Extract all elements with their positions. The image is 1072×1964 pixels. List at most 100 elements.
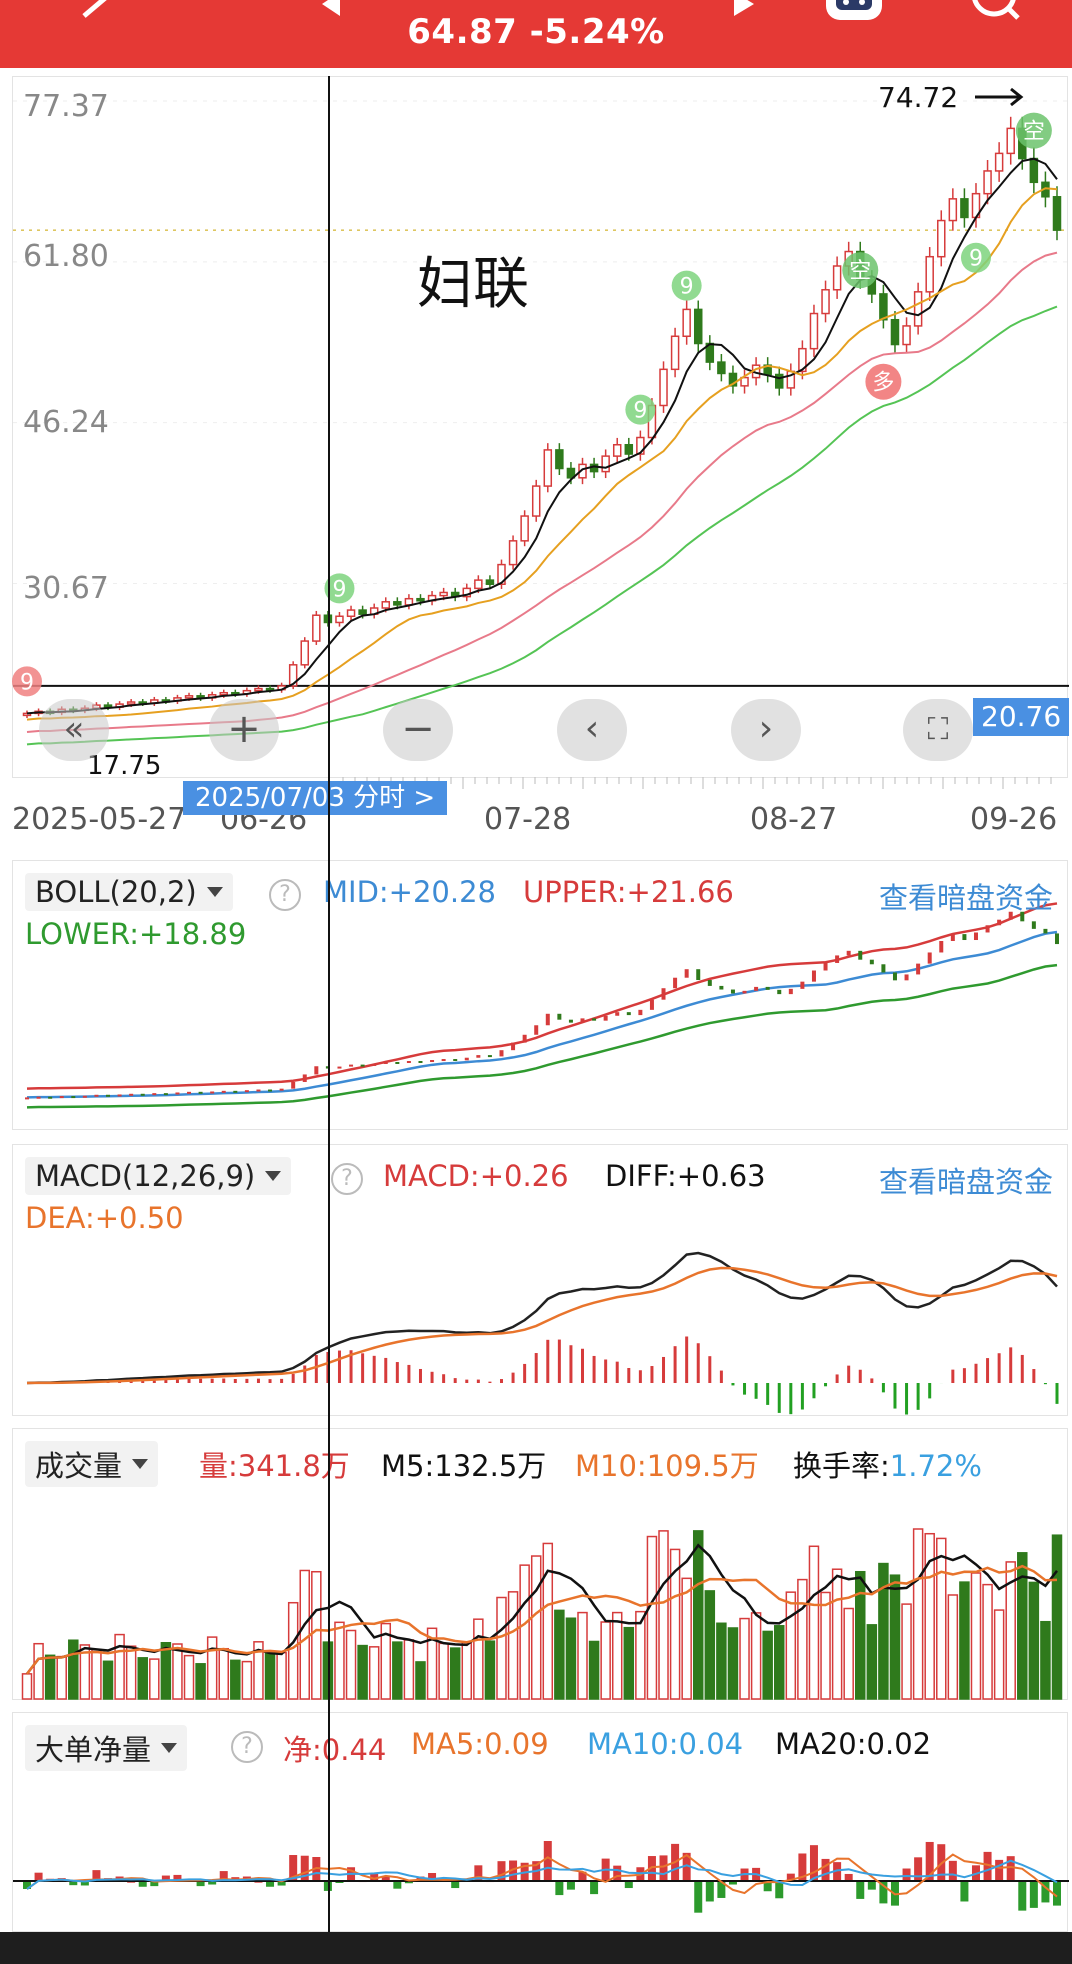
zoom-out-button[interactable]: − <box>383 699 453 761</box>
chevron-down-icon <box>206 887 223 897</box>
chevron-down-icon <box>161 1743 178 1753</box>
crosshair-date-label[interactable]: 2025/07/03 分时 > <box>183 781 448 815</box>
candle-body <box>312 614 321 642</box>
next-stock-icon[interactable] <box>720 0 780 40</box>
boll-candle <box>846 950 851 956</box>
candle-body <box>774 373 784 389</box>
net-volume-bar <box>844 1873 853 1881</box>
bigorder-panel[interactable]: 大单净量 ? 净:0.44 MA5:0.09 MA10:0.04 MA20:0.… <box>12 1712 1069 1932</box>
candle-body <box>624 443 634 455</box>
net-volume-bar <box>809 1845 818 1881</box>
volume-panel[interactable]: 成交量 量:341.8万 M5:132.5万 M10:109.5万 换手率:1.… <box>12 1428 1068 1700</box>
bigorder-indicator-select[interactable]: 大单净量 <box>25 1725 188 1771</box>
volume-bar <box>311 1570 322 1700</box>
boll-candle <box>163 1093 168 1096</box>
help-icon[interactable]: ? <box>231 1731 263 1763</box>
volume-bar <box>658 1530 669 1700</box>
scroll-right-button[interactable]: › <box>731 699 801 761</box>
help-icon[interactable]: ? <box>269 879 301 911</box>
dark-pool-link[interactable]: 查看暗盘资金 <box>878 881 1053 915</box>
search-icon[interactable] <box>960 0 1020 40</box>
net-volume-bar <box>717 1881 726 1898</box>
boll-candle <box>638 1009 643 1016</box>
boll-candle <box>892 972 897 981</box>
bottom-nav-bar[interactable] <box>0 1932 1072 1964</box>
boll-candle <box>430 1060 435 1063</box>
volume-indicator-select[interactable]: 成交量 <box>25 1441 159 1487</box>
candle-body <box>879 293 888 321</box>
ma-line-20 <box>26 251 1058 733</box>
boll-candle <box>1008 911 1013 920</box>
boll-upper-value: UPPER:+21.66 <box>523 875 734 909</box>
net-volume-bar <box>566 1881 575 1890</box>
volume-bar <box>831 1568 843 1700</box>
net-volume-bar <box>798 1853 807 1881</box>
volume-bar <box>1005 1561 1016 1700</box>
back-icon[interactable] <box>70 0 130 40</box>
boll-candle <box>464 1057 469 1061</box>
macd-panel[interactable]: MACD(12,26,9) ? MACD:+0.26 DIFF:+0.63 DE… <box>12 1144 1068 1416</box>
help-icon[interactable]: ? <box>331 1163 363 1195</box>
volume-bar <box>855 1570 866 1700</box>
candle-body <box>948 198 958 222</box>
volume-bar <box>125 1645 137 1700</box>
volume-bar <box>287 1601 299 1700</box>
ma-line-5 <box>26 157 1058 715</box>
net-ma10-line <box>26 1859 1058 1890</box>
zoom-in-button[interactable]: + <box>209 699 279 761</box>
y-tick-label: 46.24 <box>23 405 109 440</box>
volume-bar <box>924 1532 935 1700</box>
prev-stock-icon[interactable] <box>300 0 360 40</box>
macd-value: MACD:+0.26 <box>383 1159 569 1193</box>
volume-bar <box>484 1640 496 1700</box>
net-volume-bar <box>23 1881 31 1889</box>
scroll-left-fast-button[interactable]: « <box>39 699 109 761</box>
boll-indicator-select[interactable]: BOLL(20,2) <box>25 873 233 911</box>
volume-bar <box>785 1591 797 1700</box>
volume-bar <box>623 1626 635 1700</box>
candle-body <box>335 615 344 624</box>
boll-candle <box>580 1018 585 1023</box>
robot-icon[interactable] <box>820 0 882 40</box>
boll-candle <box>927 952 932 964</box>
candle-body <box>578 463 587 479</box>
net-volume-bar <box>763 1881 772 1892</box>
boll-candle <box>696 969 701 981</box>
m10-value: M10:109.5万 <box>575 1449 759 1483</box>
volume-bar <box>206 1636 218 1700</box>
boll-candle <box>25 1097 29 1100</box>
macd-indicator-select[interactable]: MACD(12,26,9) <box>25 1157 292 1195</box>
boll-candle <box>233 1090 238 1093</box>
boll-candle <box>499 1050 504 1057</box>
candle-body <box>809 312 819 350</box>
scroll-left-button[interactable]: ‹ <box>557 699 627 761</box>
fullscreen-icon[interactable]: ⛶ <box>903 699 973 761</box>
volume-bar <box>473 1618 484 1700</box>
macd-chart <box>26 1251 1059 1415</box>
net-volume-bar <box>393 1881 402 1889</box>
net-volume-bar <box>497 1861 506 1881</box>
volume-bar <box>345 1629 357 1700</box>
volume-bar <box>669 1548 681 1700</box>
boll-candle <box>94 1094 99 1097</box>
volume-bar <box>912 1528 924 1700</box>
candle-body <box>937 219 946 258</box>
buy-signal-badge <box>865 363 902 400</box>
volume-bar <box>368 1646 380 1700</box>
candle-body <box>474 579 483 590</box>
boll-candle <box>962 934 967 941</box>
net-volume-bar <box>161 1875 170 1881</box>
indicator-name: MACD(12,26,9) <box>35 1159 256 1193</box>
td-nine-badge-text: 9 <box>20 670 34 695</box>
boll-candle <box>221 1090 226 1093</box>
candle-body <box>693 308 703 345</box>
volume-bar <box>149 1658 160 1700</box>
net-volume-bar <box>173 1874 182 1881</box>
volume-bar <box>56 1655 67 1700</box>
boll-panel[interactable]: BOLL(20,2) ? MID:+20.28 UPPER:+21.66 LOW… <box>12 860 1068 1130</box>
boll-candle <box>557 1013 562 1020</box>
dark-pool-link[interactable]: 查看暗盘资金 <box>878 1165 1053 1199</box>
volume-bar <box>611 1611 623 1700</box>
